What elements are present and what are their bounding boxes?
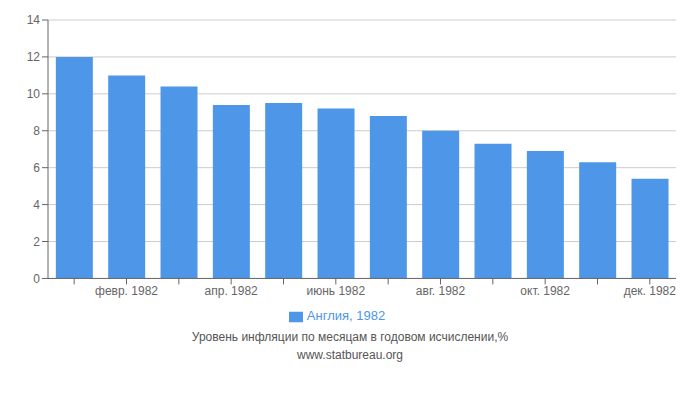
html-text:Уровень инфляции по месяцам в: Уровень инфляции по месяцам в годовом ис… bbox=[191, 330, 509, 344]
svg-text:4: 4 bbox=[33, 198, 40, 212]
html-text:Англия, 1982: Англия, 1982 bbox=[306, 308, 386, 324]
svg-text:0: 0 bbox=[33, 272, 40, 286]
svg-text:8: 8 bbox=[33, 124, 40, 138]
svg-text:февр. 1982: февр. 1982 bbox=[95, 284, 158, 298]
svg-text:12: 12 bbox=[27, 50, 41, 64]
svg-text:10: 10 bbox=[27, 87, 41, 101]
svg-text:авг. 1982: авг. 1982 bbox=[416, 284, 466, 298]
svg-text:дек. 1982: дек. 1982 bbox=[624, 284, 677, 298]
svg-text:14: 14 bbox=[27, 13, 41, 27]
svg-text:окт. 1982: окт. 1982 bbox=[520, 284, 570, 298]
html-text:www.statbureau.org: www.statbureau.org bbox=[297, 348, 403, 362]
svg-text:июнь 1982: июнь 1982 bbox=[307, 284, 366, 298]
svg-text:апр. 1982: апр. 1982 bbox=[205, 284, 259, 298]
svg-text:6: 6 bbox=[33, 161, 40, 175]
svg-text:2: 2 bbox=[33, 235, 40, 249]
